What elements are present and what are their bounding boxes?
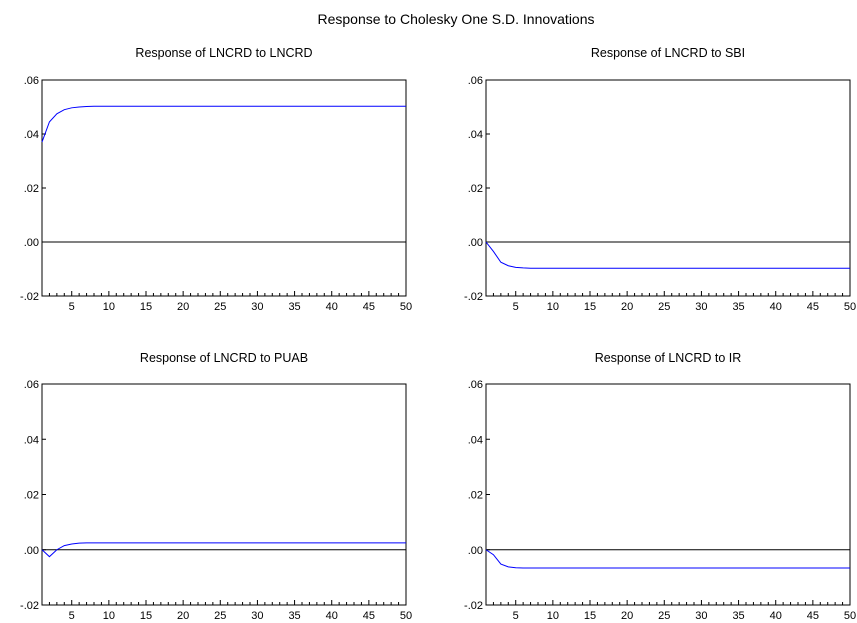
- x-tick-label: 45: [807, 301, 819, 313]
- y-tick-label: .00: [468, 237, 483, 249]
- y-tick-label: -.02: [20, 600, 39, 612]
- x-tick-label: 45: [363, 301, 375, 313]
- x-tick-label: 25: [214, 610, 226, 622]
- y-tick-label: .06: [24, 75, 39, 87]
- y-tick-label: .06: [24, 379, 39, 391]
- x-tick-label: 45: [807, 610, 819, 622]
- x-tick-label: 5: [69, 301, 75, 313]
- figure-title: Response to Cholesky One S.D. Innovation…: [317, 11, 594, 27]
- x-tick-label: 45: [363, 610, 375, 622]
- panel-title: Response of LNCRD to IR: [595, 351, 742, 365]
- x-tick-label: 10: [547, 610, 559, 622]
- y-tick-label: .02: [468, 490, 483, 502]
- x-tick-label: 15: [584, 610, 596, 622]
- x-tick-label: 15: [140, 610, 152, 622]
- y-tick-label: .02: [468, 183, 483, 195]
- x-tick-label: 40: [326, 610, 338, 622]
- x-tick-label: 10: [547, 301, 559, 313]
- x-tick-label: 50: [844, 610, 856, 622]
- x-tick-label: 30: [695, 301, 707, 313]
- response-line: [485, 549, 850, 569]
- y-tick-label: -.02: [464, 600, 483, 612]
- panels-group: Response of LNCRD to LNCRD -.02 .00 .02 .04.…: [20, 46, 856, 622]
- x-tick-label: 5: [513, 301, 519, 313]
- x-tick-label: 20: [177, 301, 189, 313]
- x-tick-label: 35: [732, 301, 744, 313]
- irf-panel: Response of LNCRD to LNCRD -.02 .00 .02 .04.…: [20, 46, 412, 313]
- irf-panel: Response of LNCRD to PUAB -.02 .00 .02 .04 .0…: [20, 351, 412, 622]
- y-tick-label: .00: [468, 545, 483, 557]
- y-tick-label: .02: [24, 490, 39, 502]
- response-line: [41, 542, 406, 558]
- x-tick-label: 20: [621, 610, 633, 622]
- x-tick-label: 15: [140, 301, 152, 313]
- x-tick-label: 35: [288, 301, 300, 313]
- y-tick-label: .00: [24, 237, 39, 249]
- x-tick-label: 10: [103, 610, 115, 622]
- y-tick-label: -.02: [20, 291, 39, 303]
- x-tick-label: 5: [513, 610, 519, 622]
- y-tick-label: .02: [24, 183, 39, 195]
- x-tick-label: 40: [326, 301, 338, 313]
- panel-title: Response of LNCRD to SBI: [591, 46, 745, 60]
- response-line: [485, 241, 850, 269]
- panel-title: Response of LNCRD to PUAB: [140, 351, 308, 365]
- x-tick-label: 35: [288, 610, 300, 622]
- x-tick-label: 50: [400, 301, 412, 313]
- y-tick-label: .00: [24, 545, 39, 557]
- x-tick-label: 5: [69, 610, 75, 622]
- y-tick-label: .04: [24, 434, 39, 446]
- y-tick-label: -.02: [464, 291, 483, 303]
- x-tick-label: 30: [251, 301, 263, 313]
- y-tick-label: .04: [24, 129, 39, 141]
- panel-title: Response of LNCRD to LNCRD: [135, 46, 312, 60]
- x-tick-label: 35: [732, 610, 744, 622]
- x-tick-label: 25: [658, 301, 670, 313]
- x-tick-label: 40: [770, 610, 782, 622]
- response-line: [41, 105, 406, 143]
- y-tick-label: .04: [468, 129, 483, 141]
- x-tick-label: 10: [103, 301, 115, 313]
- irf-panel: Response of LNCRD to SBI -.02 .00 .02 .04 .06…: [464, 46, 856, 313]
- irf-panel: Response of LNCRD to IR -.02 .00 .02 .04 .06 5…: [464, 351, 856, 622]
- x-tick-label: 25: [214, 301, 226, 313]
- x-tick-label: 20: [177, 610, 189, 622]
- x-tick-label: 25: [658, 610, 670, 622]
- x-tick-label: 20: [621, 301, 633, 313]
- x-tick-label: 15: [584, 301, 596, 313]
- x-tick-label: 30: [251, 610, 263, 622]
- x-tick-label: 40: [770, 301, 782, 313]
- x-tick-label: 30: [695, 610, 707, 622]
- x-tick-label: 50: [400, 610, 412, 622]
- y-tick-label: .06: [468, 379, 483, 391]
- x-tick-label: 50: [844, 301, 856, 313]
- y-tick-label: .04: [468, 434, 483, 446]
- y-tick-label: .06: [468, 75, 483, 87]
